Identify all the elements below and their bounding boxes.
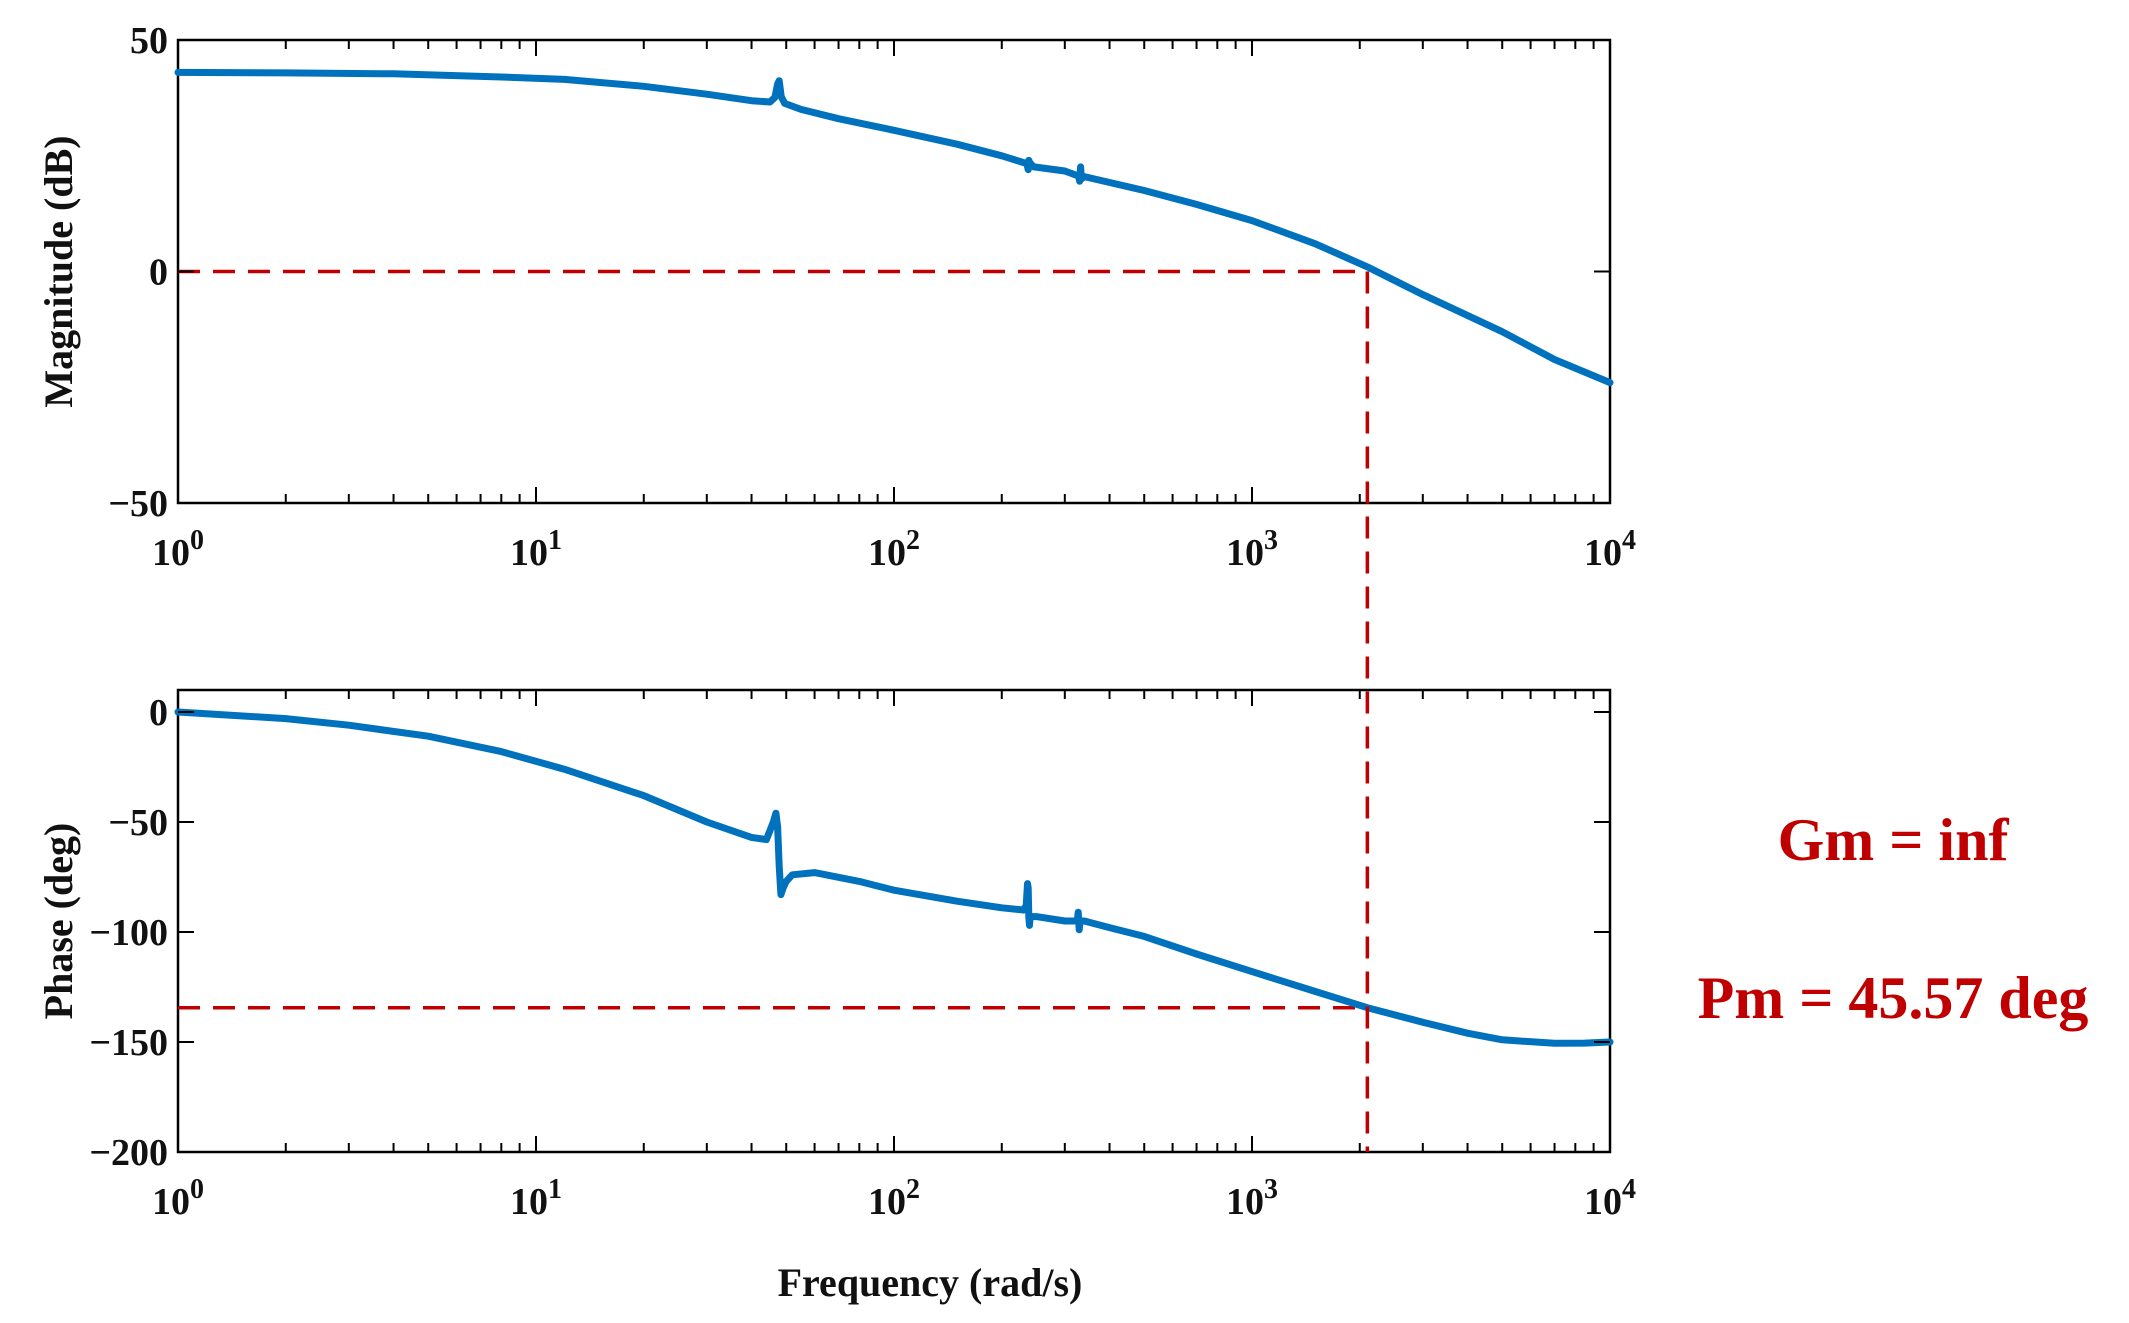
ph-x-tick-label: 102 [868,1174,920,1223]
magnitude-y-ticks: 50 0 −50 [108,20,1610,525]
mag-y-tick-label: 50 [130,20,168,62]
ph-x-tick-label: 103 [1226,1174,1278,1223]
phase-margin-annotation: Pm = 45.57 deg [1698,965,2089,1031]
phase-x-ticks: 100 101 102 103 104 [152,1174,1636,1223]
ph-y-tick-label: −150 [89,1022,168,1064]
magnitude-y-axis-label: Magnitude (dB) [36,135,81,407]
magnitude-series-line [174,68,1614,387]
ph-x-tick-label: 100 [152,1174,204,1223]
x-axis-label: Frequency (rad/s) [778,1260,1083,1305]
ph-y-tick-label: −50 [108,802,168,844]
mag-x-tick-label: 100 [152,525,204,574]
phase-y-axis-label: Phase (deg) [36,823,81,1020]
phase-minor-ticks [177,690,1595,1152]
phase-plot-frame [176,688,1612,1154]
mag-y-tick-label: −50 [108,483,168,525]
ph-x-tick-label: 104 [1584,1174,1636,1223]
gain-margin-annotation: Gm = inf [1778,807,2010,873]
ph-y-tick-label: 0 [149,692,168,734]
phase-y-ticks: 0 −50 −100 −150 −200 [89,692,1610,1174]
mag-x-tick-label: 104 [1584,525,1636,574]
mag-y-tick-label: 0 [149,252,168,294]
mag-x-tick-label: 103 [1226,525,1278,574]
phase-series-line [174,708,1614,1047]
ph-y-tick-label: −100 [89,912,168,954]
magnitude-minor-ticks [177,40,1595,503]
mag-x-tick-label: 101 [510,525,562,574]
mag-x-tick-label: 102 [868,525,920,574]
ph-x-tick-label: 101 [510,1174,562,1223]
ph-y-tick-label: −200 [89,1132,168,1174]
magnitude-x-ticks: 100 101 102 103 104 [152,525,1636,574]
